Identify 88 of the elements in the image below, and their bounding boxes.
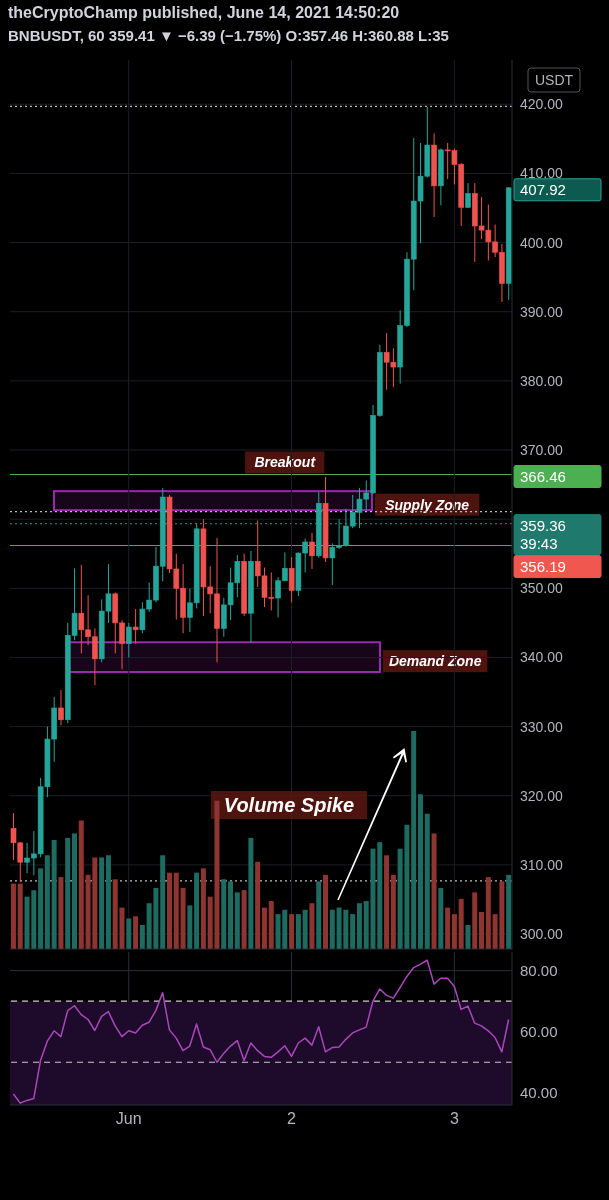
bar: [438, 887, 444, 949]
bar: [221, 879, 227, 949]
bar: [173, 872, 179, 949]
bar: [44, 855, 50, 949]
bar: [417, 794, 423, 949]
bar: [51, 840, 57, 949]
bar: [78, 820, 84, 949]
y-tick-label: 370.00: [520, 441, 564, 458]
chart-title: theCryptoChamp published, June 14, 2021 14:50:20: [8, 4, 400, 22]
bar: [139, 925, 145, 949]
bar: [194, 872, 200, 949]
bar: [58, 877, 64, 949]
bar: [105, 855, 111, 949]
bar: [187, 905, 193, 949]
bar: [390, 874, 396, 949]
bar: [234, 892, 240, 949]
band-label: Demand Zone: [388, 653, 482, 670]
y-tick-label: 420.00: [520, 96, 564, 113]
bar: [268, 901, 274, 949]
bar: [166, 872, 172, 949]
ref-line-label: 356.19: [520, 557, 566, 575]
bar: [228, 881, 234, 949]
y-tick-label: 380.00: [520, 372, 564, 389]
bar: [350, 914, 356, 949]
y-tick-label: 410.00: [520, 165, 564, 182]
text: 407.92: [520, 180, 566, 198]
bar: [309, 903, 315, 949]
bar: [465, 925, 471, 949]
bar: [248, 837, 254, 949]
bar: [323, 874, 328, 949]
y-tick-label: 310.00: [520, 856, 564, 873]
bar: [411, 731, 417, 949]
bar: [431, 833, 437, 949]
y-tick-label: 400.00: [520, 234, 564, 251]
bar: [424, 813, 430, 949]
bar: [241, 890, 247, 949]
y-tick-label: 80.00: [520, 961, 558, 979]
bar: [65, 837, 71, 949]
x-tick-label: 2: [287, 1110, 297, 1128]
x-tick-label: Jun: [115, 1110, 142, 1128]
y-tick-label: 320.00: [520, 787, 564, 804]
bar: [261, 907, 267, 949]
bar: [17, 883, 23, 949]
bar: [329, 909, 335, 949]
bar: [255, 861, 261, 949]
bar: [160, 855, 166, 949]
bar: [126, 918, 132, 949]
bar: [10, 883, 16, 949]
annotation: Breakout: [254, 454, 317, 471]
ref-line-label: 366.46: [520, 467, 566, 485]
candlestick: [288, 556, 295, 603]
bar: [485, 877, 491, 949]
bar: [458, 898, 464, 949]
y-tick-label: 350.00: [520, 580, 564, 597]
bar: [356, 903, 362, 949]
band-label: Supply Zone: [385, 496, 470, 513]
ref-line-label: 359.36 39:43: [520, 516, 566, 552]
x-tick-label: 3: [449, 1110, 459, 1128]
candlestick: [132, 608, 139, 645]
y-tick-label: 390.00: [520, 303, 564, 320]
bar: [451, 914, 457, 949]
bar: [289, 914, 295, 949]
y-tick-label: 300.00: [520, 926, 564, 943]
bar: [377, 842, 383, 949]
y-tick-label: 60.00: [520, 1023, 558, 1041]
candlestick: [58, 689, 64, 726]
y-tick-label: 330.00: [520, 718, 564, 735]
y-tick-label: 340.00: [520, 649, 564, 666]
bar: [99, 857, 105, 949]
bar: [295, 914, 301, 949]
bar: [506, 874, 512, 949]
candlestick: [465, 182, 471, 209]
chart-subtitle: BNBUSDT, 60 359.41 ▼ −6.39 (−1.75%) O:357.46 H:360.88 L:35: [8, 27, 449, 44]
bar: [384, 855, 390, 949]
bar: [72, 833, 77, 949]
bar: [200, 868, 206, 949]
bar: [445, 907, 451, 949]
y-tick-label: 40.00: [520, 1084, 558, 1102]
bar: [180, 887, 186, 949]
y-axis-title: USDT: [534, 72, 574, 88]
bar: [479, 911, 485, 949]
bar: [302, 909, 308, 949]
bar: [133, 916, 139, 949]
candlestick: [126, 622, 132, 658]
bar: [38, 868, 44, 949]
annotation: Volume Spike: [223, 794, 355, 816]
bar: [472, 892, 478, 949]
bar: [316, 881, 322, 949]
